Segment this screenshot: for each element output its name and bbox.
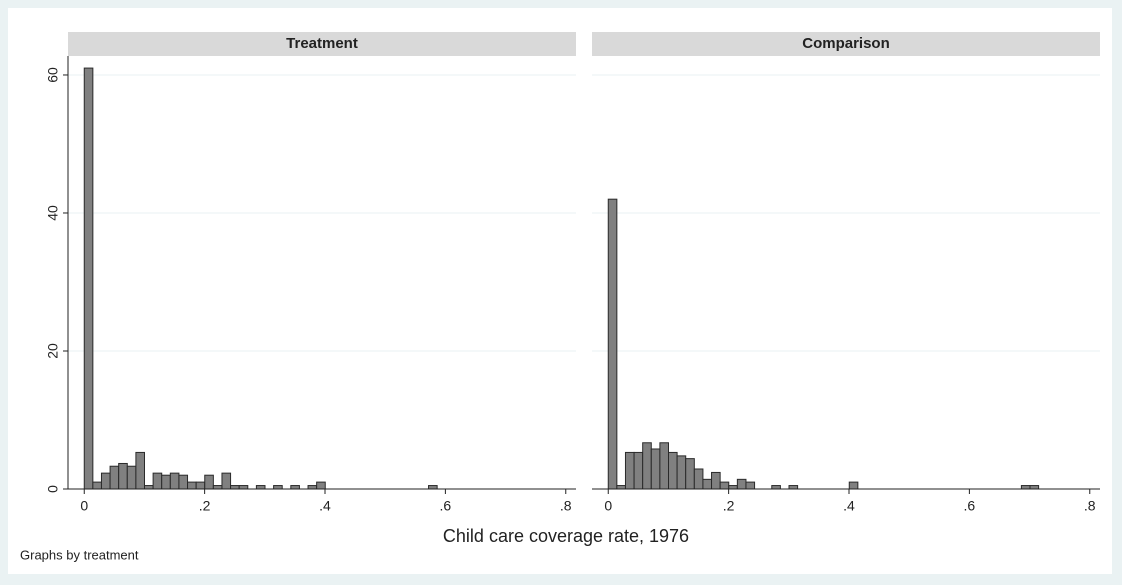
y-tick-label: 0	[45, 485, 61, 493]
x-tick-label: 0	[80, 498, 88, 514]
y-tick-label: 60	[45, 67, 61, 83]
panel-header	[592, 32, 1100, 56]
x-tick-label: .2	[199, 498, 211, 514]
graph-region	[8, 8, 1112, 574]
bar	[633, 451, 644, 490]
bar	[169, 472, 180, 490]
bar	[221, 472, 232, 490]
bar	[161, 474, 171, 490]
bar	[273, 485, 283, 490]
bar	[788, 485, 799, 490]
bar	[848, 481, 859, 490]
y-tick-label: 40	[45, 205, 61, 221]
bar	[204, 474, 214, 490]
x-axis-title: Child care coverage rate, 1976	[443, 526, 689, 546]
bar	[109, 465, 120, 490]
bar	[1029, 485, 1040, 490]
bar	[195, 481, 206, 490]
x-tick-label: .8	[560, 498, 572, 514]
bar	[745, 481, 756, 490]
x-tick-label: .4	[319, 498, 331, 514]
panel-title: Comparison	[802, 35, 890, 52]
bar	[668, 451, 678, 490]
x-tick-label: .8	[1084, 498, 1096, 514]
bar	[428, 485, 438, 490]
bar	[118, 462, 128, 490]
x-tick-label: .6	[440, 498, 452, 514]
bar	[187, 481, 197, 490]
y-tick-label: 20	[45, 343, 61, 359]
bar	[100, 472, 111, 490]
bar	[616, 485, 626, 490]
bar	[144, 485, 154, 490]
bar	[316, 481, 326, 490]
bar	[702, 478, 713, 490]
bar	[771, 485, 781, 490]
bar	[92, 481, 102, 490]
x-tick-label: .2	[723, 498, 735, 514]
bar	[693, 468, 704, 490]
bar	[212, 485, 223, 490]
bar	[152, 472, 163, 490]
bar	[642, 442, 652, 490]
bar	[676, 455, 687, 490]
bar	[711, 471, 721, 490]
bar	[135, 451, 146, 490]
bar	[230, 485, 240, 490]
bar	[736, 478, 747, 490]
bar	[685, 458, 695, 490]
bar	[1020, 485, 1031, 490]
x-tick-label: .6	[964, 498, 976, 514]
bar	[255, 485, 266, 490]
bar	[607, 198, 618, 490]
bar	[178, 474, 189, 490]
bar	[624, 451, 635, 490]
note: Graphs by treatment	[20, 547, 139, 562]
x-tick-label: .4	[843, 498, 855, 514]
bar	[650, 448, 661, 490]
panel-title: Treatment	[286, 35, 358, 52]
bar	[238, 485, 249, 490]
bar	[659, 442, 670, 490]
bar	[719, 481, 730, 490]
bar	[307, 485, 318, 490]
bar	[728, 485, 738, 490]
panel-header	[68, 32, 576, 56]
bar	[290, 485, 300, 490]
bar	[83, 67, 94, 490]
bar	[126, 465, 137, 490]
x-tick-label: 0	[604, 498, 612, 514]
